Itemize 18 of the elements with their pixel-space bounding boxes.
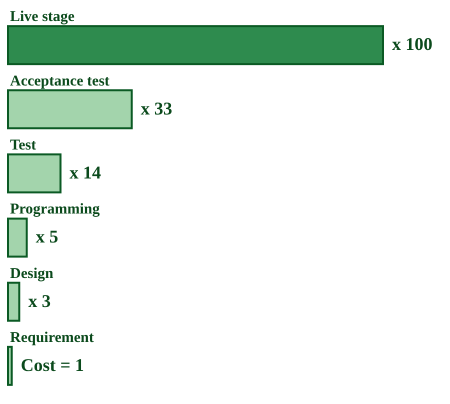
bar	[7, 218, 28, 258]
bar	[7, 346, 13, 386]
y-tick-label: Programming	[10, 202, 100, 218]
y-tick-label: Test	[10, 137, 36, 154]
bar	[7, 89, 133, 130]
bar	[7, 153, 62, 194]
y-tick-label: Design	[10, 266, 54, 282]
y-tick-label: Acceptance test	[10, 73, 110, 90]
bar	[7, 25, 384, 66]
data-label: x 5	[36, 226, 58, 247]
data-label: x 100	[392, 34, 432, 54]
bar	[7, 282, 20, 322]
y-tick-label: Live stage	[10, 9, 75, 26]
data-label: x 3	[28, 290, 51, 311]
data-label: Cost = 1	[20, 354, 84, 375]
data-label: x 33	[140, 98, 172, 118]
data-label: x 14	[70, 162, 101, 182]
y-tick-label: Requirement	[10, 330, 94, 346]
